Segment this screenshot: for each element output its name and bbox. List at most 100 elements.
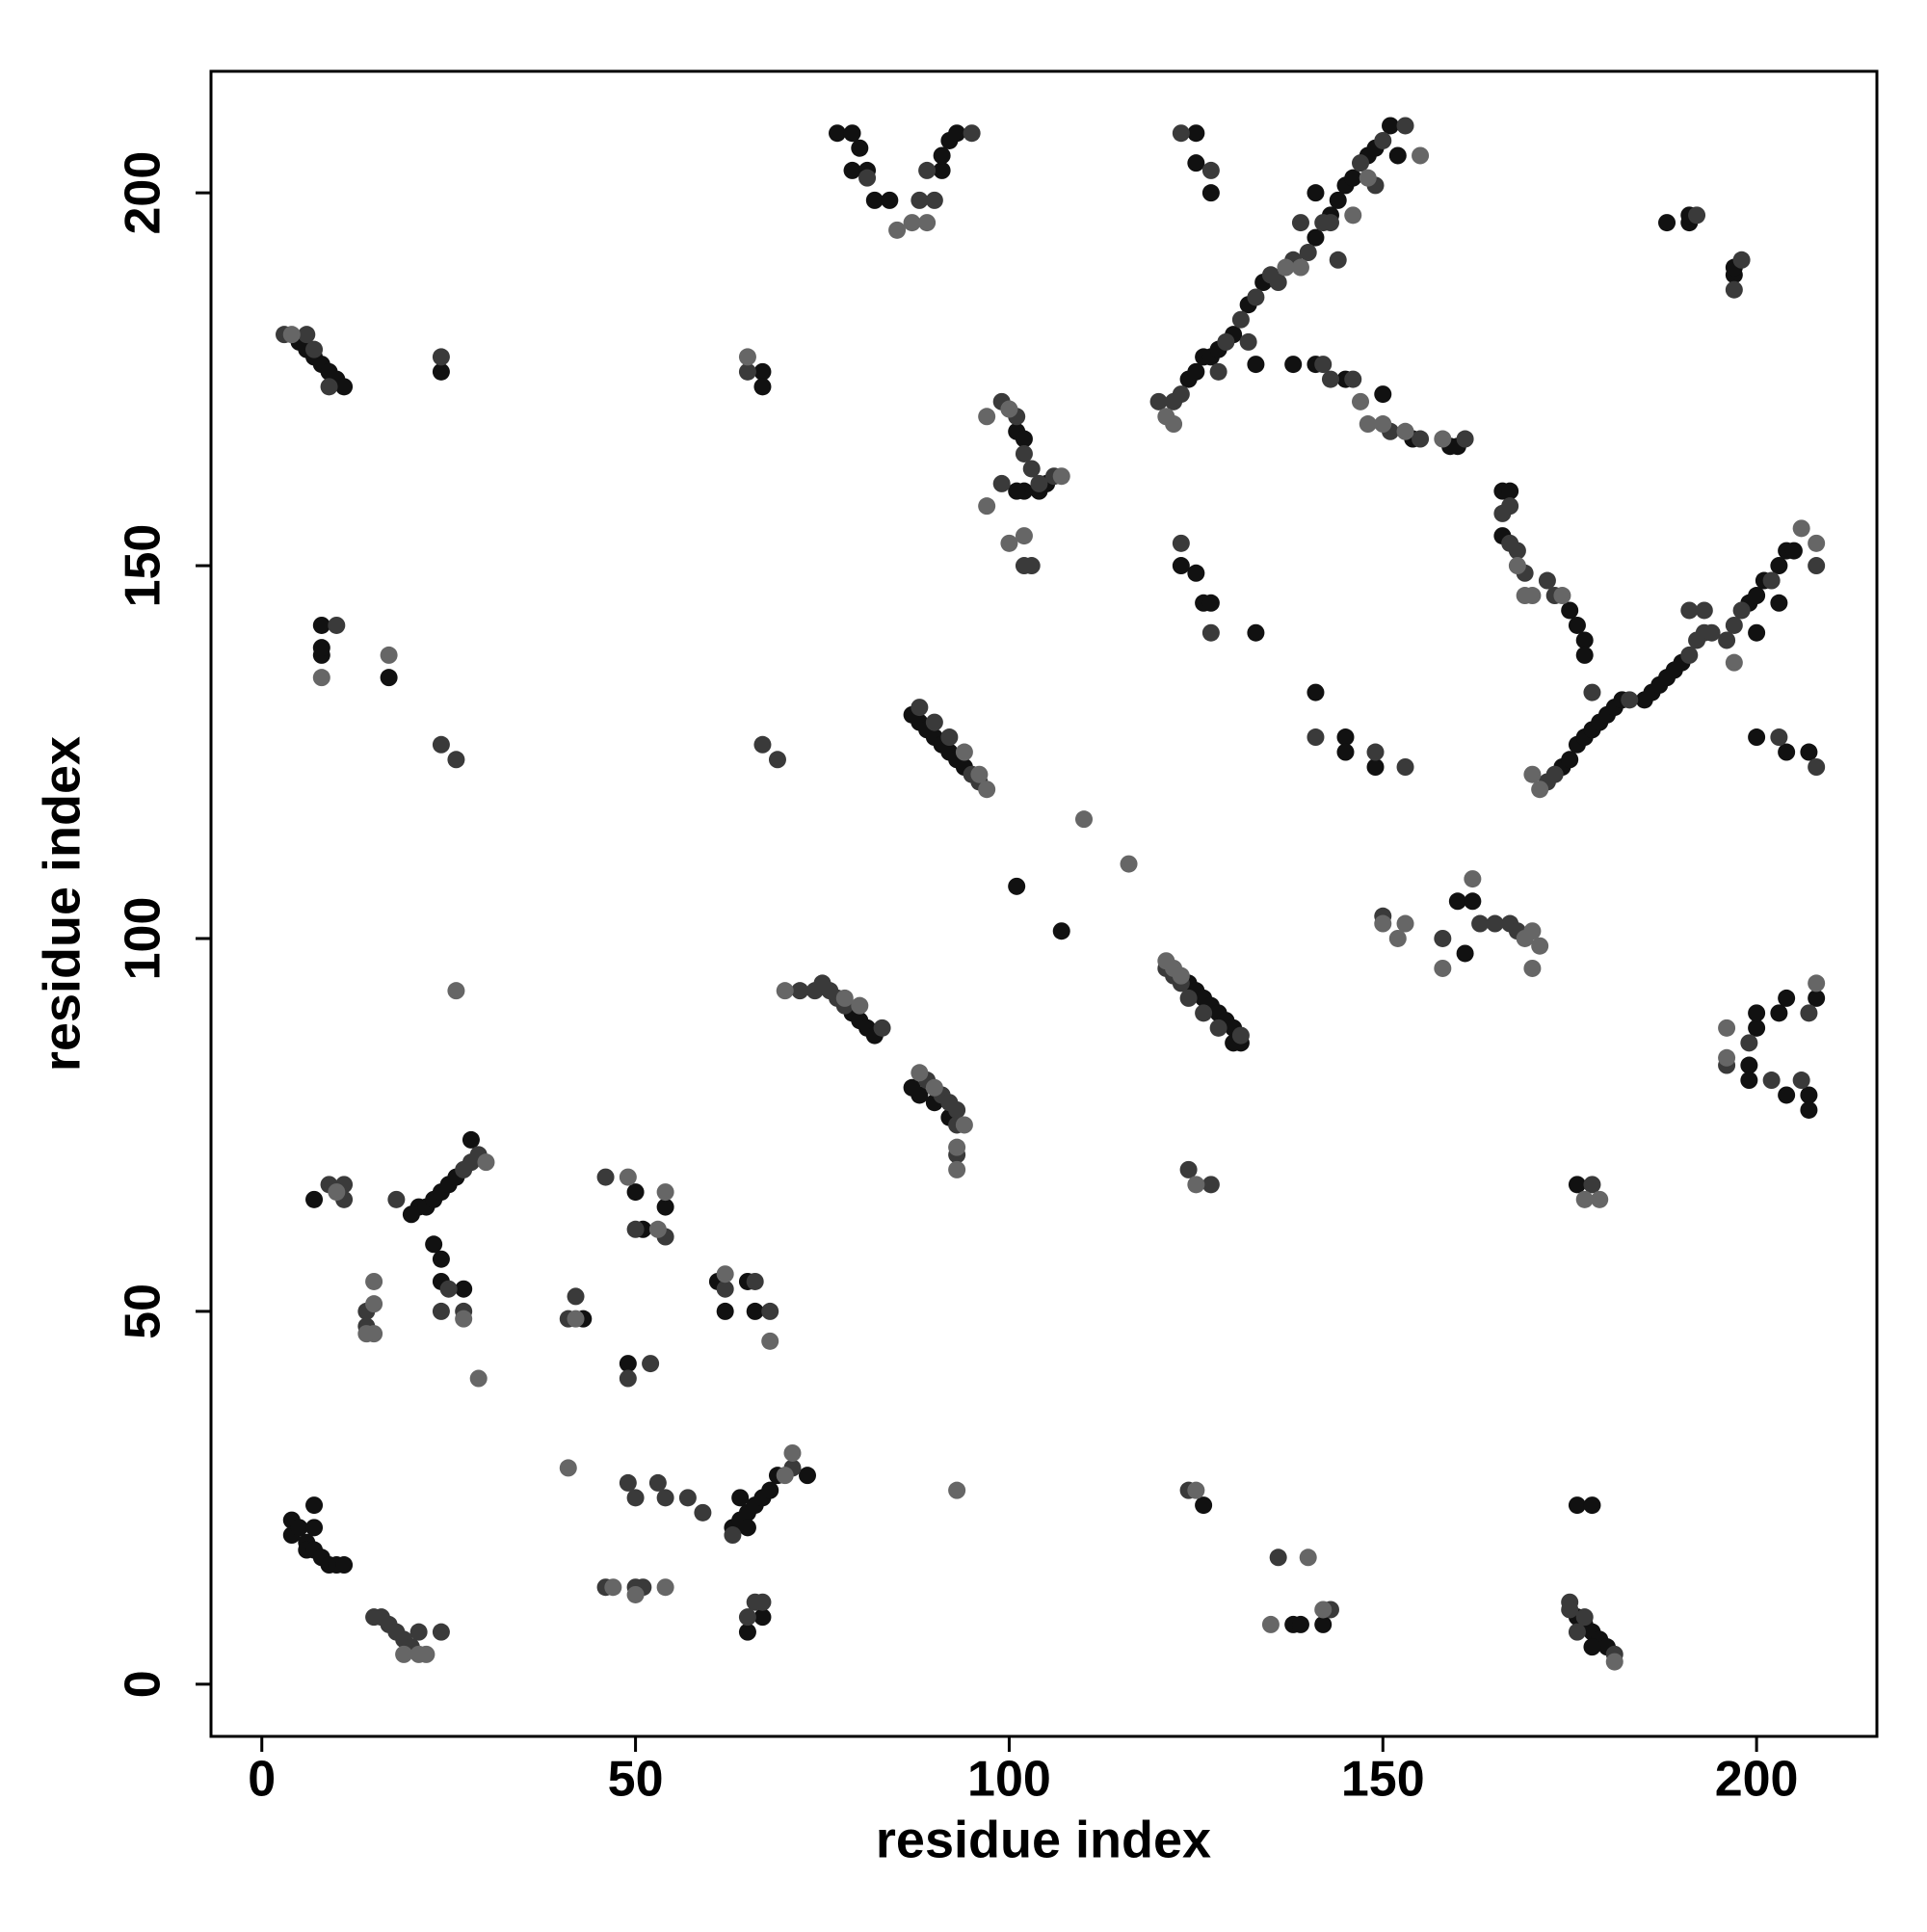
point [1247,356,1265,374]
point [425,1235,443,1254]
point [1307,683,1325,701]
point [1329,251,1347,269]
point [656,1183,674,1202]
point [328,616,346,634]
point [716,1265,734,1284]
point [1800,743,1818,761]
point [1172,124,1190,143]
point [1464,870,1482,888]
point [1015,430,1033,448]
point [738,1519,756,1537]
point [1748,1004,1766,1022]
point [447,982,465,1000]
point [948,124,966,143]
point [447,751,465,769]
point [432,362,450,381]
point [761,1332,779,1350]
point [1396,914,1414,933]
point [1374,131,1392,149]
point [1792,1072,1810,1090]
point [1770,728,1788,747]
point [648,1473,667,1492]
point [1434,959,1452,977]
point [865,191,884,209]
point [843,161,861,179]
point [1808,757,1826,776]
point [1187,124,1205,143]
point [1770,594,1788,612]
point [1800,1004,1818,1022]
point [1568,1176,1586,1194]
point [1277,258,1295,277]
point [1770,557,1788,575]
point [1583,1176,1601,1194]
x-tick-label: 100 [967,1752,1051,1808]
point [955,1116,973,1134]
point [1172,534,1190,552]
point [1187,564,1205,582]
point [746,1302,764,1320]
point [1583,1496,1601,1515]
point [1336,743,1355,761]
point [1366,743,1385,761]
point [328,1183,346,1202]
point [1523,959,1542,977]
point [1052,467,1070,486]
point [1808,989,1826,1007]
point [1015,444,1033,463]
point [1531,937,1549,955]
point [1448,892,1466,911]
point [888,221,907,239]
point [1568,1496,1586,1515]
point [1344,370,1362,388]
point [1179,1160,1198,1178]
point [1778,1086,1796,1104]
point [1808,534,1826,552]
point [567,1287,585,1306]
point [1352,392,1370,410]
point [1658,214,1676,232]
point [1583,1638,1601,1656]
point [1172,385,1190,404]
point [619,1369,637,1388]
point [1591,1190,1609,1208]
point [1748,623,1766,642]
point [1344,206,1362,225]
point [918,161,937,179]
point [1725,653,1743,672]
point [282,326,301,344]
point [1314,1615,1333,1633]
point [1314,356,1333,374]
point [753,1593,772,1611]
point [1732,601,1751,620]
point [925,713,943,731]
point [1209,362,1227,381]
point [1762,1072,1781,1090]
point [1307,184,1325,202]
point [1149,392,1168,410]
point [724,1526,742,1545]
point [858,169,877,187]
point [776,1467,794,1485]
point [992,474,1011,492]
point [298,326,316,344]
point [417,1645,436,1663]
point [1321,370,1339,388]
point [1456,944,1474,963]
point [1396,117,1414,135]
point [1120,855,1138,873]
point [395,1645,413,1663]
point [1434,430,1452,448]
point [1201,184,1220,202]
point [1284,356,1303,374]
point [1269,1548,1287,1567]
point [925,191,943,209]
point [1329,191,1347,209]
point [948,1481,966,1499]
point [462,1130,480,1149]
point [835,989,854,1007]
point [1695,601,1713,620]
point [1291,214,1309,232]
point [312,616,330,634]
point [1784,542,1803,560]
